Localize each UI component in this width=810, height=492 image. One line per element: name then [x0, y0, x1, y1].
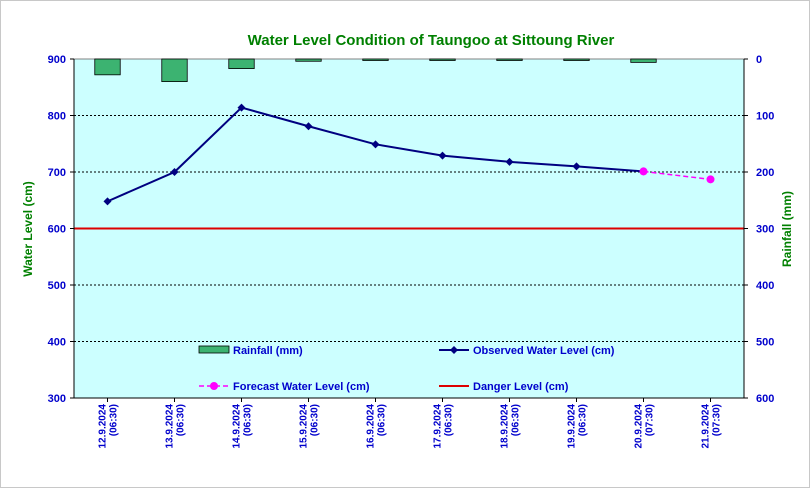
legend-entry: Forecast Water Level (cm) [199, 381, 370, 393]
y-axis-title-left: Water Level (cm) [21, 181, 35, 277]
y-tick-label-left: 600 [48, 224, 66, 236]
x-tick-date: 19.9.2024 [567, 404, 578, 449]
x-tick-label: 15.9.2024 (06:30) [299, 404, 321, 449]
x-tick-date: 18.9.2024 [500, 404, 511, 449]
legend-entry: Observed Water Level (cm) [439, 345, 615, 357]
y-tick-label-right: 200 [756, 167, 774, 179]
rainfall-bar [563, 58, 590, 61]
y-tick-label-right: 600 [756, 393, 774, 405]
y-tick-label-left: 400 [48, 337, 66, 349]
observed-point [103, 197, 112, 206]
x-tick-label: 17.9.2024 (06:30) [433, 404, 455, 449]
rainfall-bar [295, 58, 322, 62]
x-tick-label: 13.9.2024 (06:30) [165, 404, 187, 449]
x-tick-time: (06:30) [109, 404, 120, 436]
legend-marker [210, 382, 218, 390]
x-tick-label: 16.9.2024 (06:30) [366, 404, 388, 449]
y-axis-title-right: Rainfall (mm) [780, 191, 794, 267]
y-tick-label-left: 500 [48, 280, 66, 292]
forecast-water-level-line [643, 170, 711, 181]
y-axis-left: 900 800 700 600 500 400 300 [48, 54, 75, 405]
x-tick-date: 20.9.2024 [634, 404, 645, 449]
observed-point [237, 103, 246, 112]
legend-label: Rainfall (mm) [233, 345, 303, 357]
x-tick-time: (07:30) [645, 404, 656, 436]
rainfall-bar [630, 58, 657, 63]
legend-label: Forecast Water Level (cm) [233, 381, 370, 393]
x-axis: 12.9.2024 (06:30) 13.9.2024 (06:30) 14.9.202… [74, 397, 744, 449]
y-tick-label-right: 0 [756, 54, 762, 66]
x-tick-date: 21.9.2024 [701, 404, 712, 449]
observed-point [304, 122, 313, 131]
x-tick-label: 12.9.2024 (06:30) [98, 404, 120, 449]
observed-point [438, 151, 447, 160]
rainfall-bar [362, 58, 389, 61]
y-tick-label-left: 800 [48, 111, 66, 123]
legend: Rainfall (mm) Observed Water Level (cm) Fo… [198, 345, 615, 393]
legend-label: Danger Level (cm) [473, 381, 569, 393]
observed-point [572, 162, 581, 171]
x-tick-time: (06:30) [578, 404, 589, 436]
x-tick-time: (06:30) [511, 404, 522, 436]
x-tick-time: (06:30) [243, 404, 254, 436]
rainfall-bar [429, 58, 456, 61]
observed-point [371, 140, 380, 149]
x-tick-time: (07:30) [712, 404, 723, 436]
observed-point [170, 168, 179, 176]
x-tick-date: 16.9.2024 [366, 404, 377, 449]
legend-entry: Rainfall (mm) [198, 345, 303, 357]
observed-point [505, 157, 514, 166]
x-tick-label: 20.9.2024 (07:30) [634, 404, 656, 449]
y-tick-label-right: 400 [756, 280, 774, 292]
y-tick-label-left: 700 [48, 167, 66, 179]
y-axis-right: 0 100 200 300 400 500 600 [743, 54, 774, 405]
x-tick-time: (06:30) [310, 404, 321, 436]
rainfall-bar [161, 58, 188, 83]
forecast-point [706, 175, 715, 184]
x-tick-time: (06:30) [444, 404, 455, 436]
x-tick-label: 21.9.2024 (07:30) [701, 404, 723, 449]
legend-entry: Danger Level (cm) [439, 381, 569, 393]
rainfall-bar [94, 58, 121, 76]
x-tick-label: 19.9.2024 (06:30) [567, 404, 589, 449]
y-tick-label-left: 300 [48, 393, 66, 405]
y-tick-label-left: 900 [48, 54, 66, 66]
legend-marker [450, 346, 458, 354]
water-level-lines [103, 103, 715, 206]
forecast-point [639, 167, 648, 176]
x-tick-date: 14.9.2024 [232, 404, 243, 449]
x-tick-date: 12.9.2024 [98, 404, 109, 449]
x-tick-label: 14.9.2024 (06:30) [232, 404, 254, 449]
x-tick-date: 13.9.2024 [165, 404, 176, 449]
y-tick-label-right: 100 [756, 111, 774, 123]
x-tick-label: 18.9.2024 (06:30) [500, 404, 522, 449]
y-tick-label-right: 500 [756, 337, 774, 349]
x-tick-date: 15.9.2024 [299, 404, 310, 449]
rainfall-bar [228, 58, 255, 70]
x-tick-time: (06:30) [377, 404, 388, 436]
legend-label: Observed Water Level (cm) [473, 345, 615, 357]
rainfall-bars [94, 58, 657, 83]
y-tick-label-right: 300 [756, 224, 774, 236]
legend-swatch [198, 345, 230, 354]
x-tick-time: (06:30) [176, 404, 187, 436]
rainfall-bar [496, 58, 523, 61]
chart-title: Water Level Condition of Taungoo at Sitt… [248, 32, 615, 49]
x-tick-date: 17.9.2024 [433, 404, 444, 449]
